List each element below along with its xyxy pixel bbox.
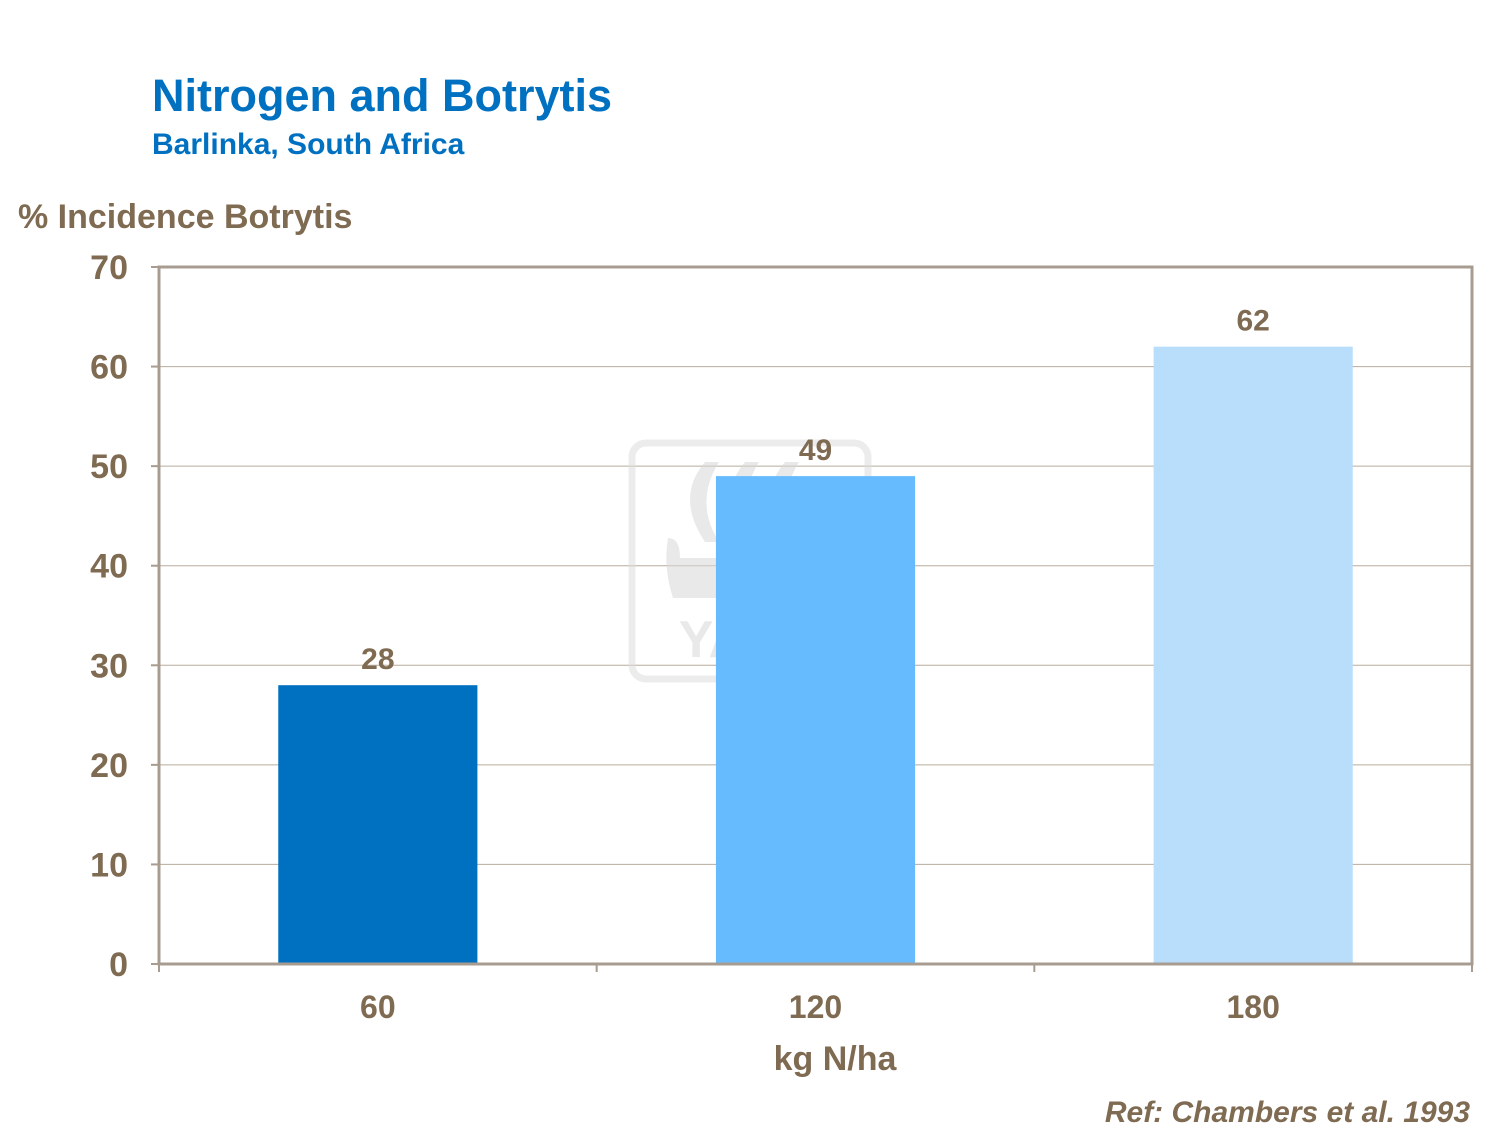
x-axis-label: kg N/ha: [774, 1040, 898, 1078]
y-tick-label: 50: [90, 448, 128, 486]
x-tick-label: 60: [360, 989, 396, 1025]
y-axis-label: % Incidence Botrytis: [18, 198, 352, 236]
y-tick-label: 0: [109, 946, 128, 984]
bar-120: [715, 476, 916, 964]
data-label: 62: [1236, 305, 1269, 338]
x-tick-label: 120: [789, 989, 842, 1025]
plot-area-border: [157, 265, 1474, 966]
bars: 28 49 62: [278, 305, 1353, 965]
y-tick-label: 30: [90, 647, 128, 685]
y-tick-label: 40: [90, 548, 128, 586]
chart-title: Nitrogen and Botrytis: [152, 70, 612, 121]
bar-180: [1153, 346, 1353, 965]
bar-60: [278, 685, 478, 964]
y-tick-label: 20: [90, 747, 128, 785]
data-label: 49: [799, 434, 832, 467]
reference-note: Ref: Chambers et al. 1993: [1105, 1096, 1470, 1125]
y-tick-label: 70: [90, 249, 128, 287]
y-tick-label: 10: [90, 846, 128, 884]
y-tick-label: 60: [90, 349, 128, 387]
axes: 0 10 20 30 40 50 60 70 60 120 180: [90, 249, 1473, 1025]
x-tick-label: 180: [1226, 989, 1279, 1025]
chart-subtitle: Barlinka, South Africa: [152, 128, 465, 161]
data-label: 28: [361, 643, 394, 676]
